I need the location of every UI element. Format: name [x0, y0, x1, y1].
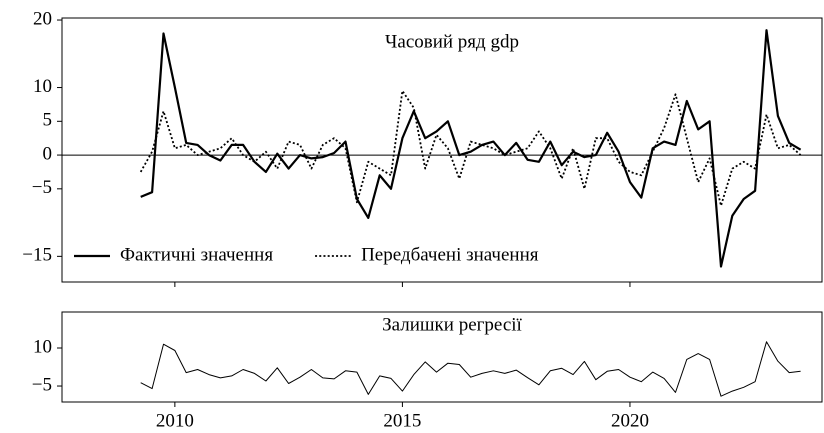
y-tick-label: 5: [43, 110, 53, 131]
chart-title: Часовий ряд gdp: [385, 31, 519, 52]
x-tick-label: 2015: [383, 410, 421, 431]
y-tick-label: −5: [32, 374, 52, 395]
legend-label: Фактичні значення: [120, 244, 273, 265]
series-line: [140, 341, 801, 397]
chart-title: Залишки регресії: [382, 314, 522, 335]
y-tick-label: 10: [33, 336, 52, 357]
y-tick-label: 0: [43, 143, 53, 164]
y-tick-label: −5: [32, 177, 52, 198]
y-tick-label: −15: [22, 245, 52, 266]
plot-frame: [61, 311, 823, 403]
legend-label: Передбачені значення: [361, 244, 539, 265]
x-tick-label: 2020: [611, 410, 649, 431]
series-line: [139, 90, 802, 207]
y-tick-label: 10: [33, 76, 52, 97]
plot-frame: [61, 17, 823, 283]
x-tick-label: 2010: [156, 410, 194, 431]
y-tick-label: 20: [33, 8, 52, 29]
series-line: [140, 29, 802, 268]
